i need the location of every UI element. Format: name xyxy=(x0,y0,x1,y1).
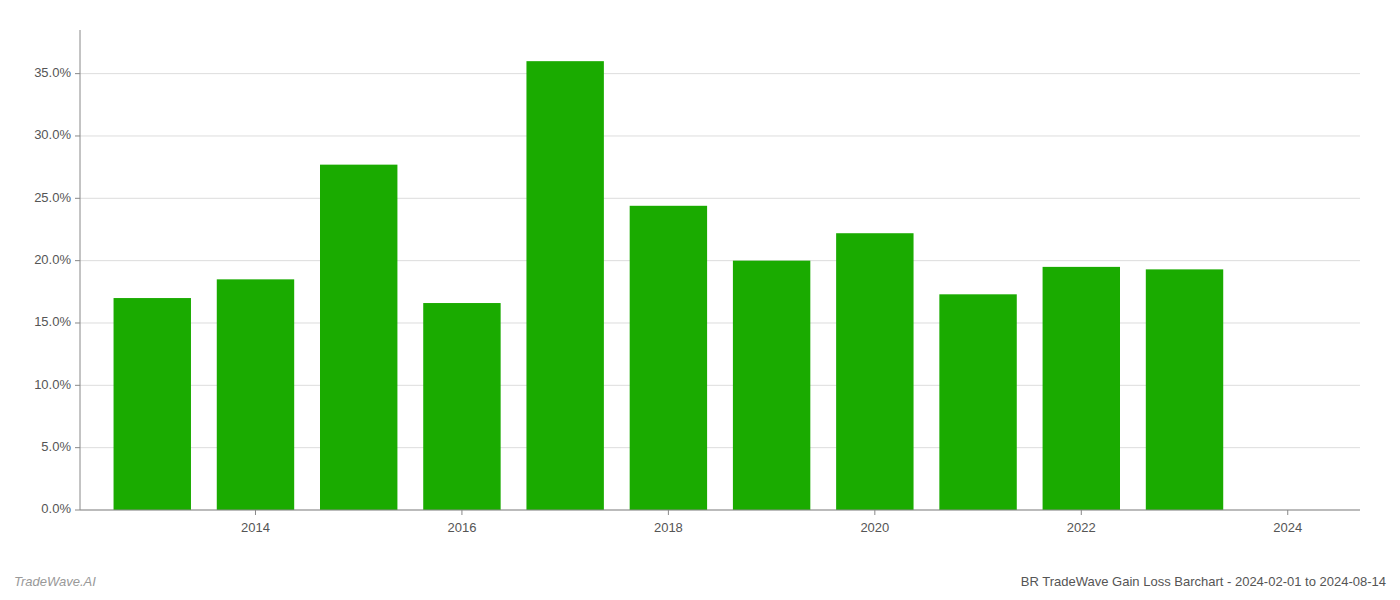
y-axis-line xyxy=(80,30,81,510)
y-tick xyxy=(75,322,80,323)
grid-line xyxy=(80,260,1360,261)
x-axis: 2014 2016 2018 2020 2022 2024 xyxy=(80,510,1360,535)
bar xyxy=(320,165,397,510)
y-tick-label: 20.0% xyxy=(34,252,71,267)
bars xyxy=(114,61,1224,510)
x-tick xyxy=(1081,510,1082,515)
x-tick-label: 2024 xyxy=(1273,520,1302,535)
x-tick-label: 2018 xyxy=(654,520,683,535)
y-tick-label: 35.0% xyxy=(34,65,71,80)
x-tick xyxy=(461,510,462,515)
y-tick-label: 0.0% xyxy=(41,501,71,516)
y-tick-label: 30.0% xyxy=(34,127,71,142)
x-tick-label: 2022 xyxy=(1067,520,1096,535)
x-tick xyxy=(874,510,875,515)
grid-line xyxy=(80,198,1360,199)
grid-line xyxy=(80,135,1360,136)
y-tick-label: 10.0% xyxy=(34,377,71,392)
y-tick-label: 25.0% xyxy=(34,190,71,205)
bar xyxy=(1146,269,1223,510)
grid-line xyxy=(80,73,1360,74)
y-tick xyxy=(75,385,80,386)
bar xyxy=(630,206,707,510)
watermark: TradeWave.AI xyxy=(14,574,96,589)
bar xyxy=(114,298,191,510)
bar xyxy=(939,294,1016,510)
bar xyxy=(733,261,810,510)
x-axis-line xyxy=(80,510,1360,511)
y-tick xyxy=(75,135,80,136)
bar xyxy=(423,303,500,510)
grid xyxy=(80,74,1360,510)
bar xyxy=(217,279,294,510)
grid-line xyxy=(80,510,1360,511)
x-tick xyxy=(255,510,256,515)
y-tick xyxy=(75,447,80,448)
y-tick xyxy=(75,73,80,74)
bar xyxy=(1043,267,1120,510)
bar xyxy=(526,61,603,510)
title: BR TradeWave Gain Loss Barchart - 2024-0… xyxy=(1021,574,1386,589)
y-tick-label: 15.0% xyxy=(34,314,71,329)
x-tick xyxy=(1287,510,1288,515)
y-tick-label: 5.0% xyxy=(41,439,71,454)
y-axis: 0.0% 5.0% 10.0% 15.0% 20.0% 25.0% 30.0% 35.0% xyxy=(34,30,80,516)
x-tick-label: 2014 xyxy=(241,520,270,535)
y-tick xyxy=(75,198,80,199)
y-tick xyxy=(75,510,80,511)
x-tick-label: 2016 xyxy=(447,520,476,535)
chart-container: 0.0% 5.0% 10.0% 15.0% 20.0% 25.0% 30.0% 35.0% 20… xyxy=(0,0,1400,600)
y-tick xyxy=(75,260,80,261)
bar xyxy=(836,233,913,510)
chart-svg: 0.0% 5.0% 10.0% 15.0% 20.0% 25.0% 30.0% 35.0% 20… xyxy=(0,0,1400,600)
x-tick-label: 2020 xyxy=(860,520,889,535)
x-tick xyxy=(668,510,669,515)
